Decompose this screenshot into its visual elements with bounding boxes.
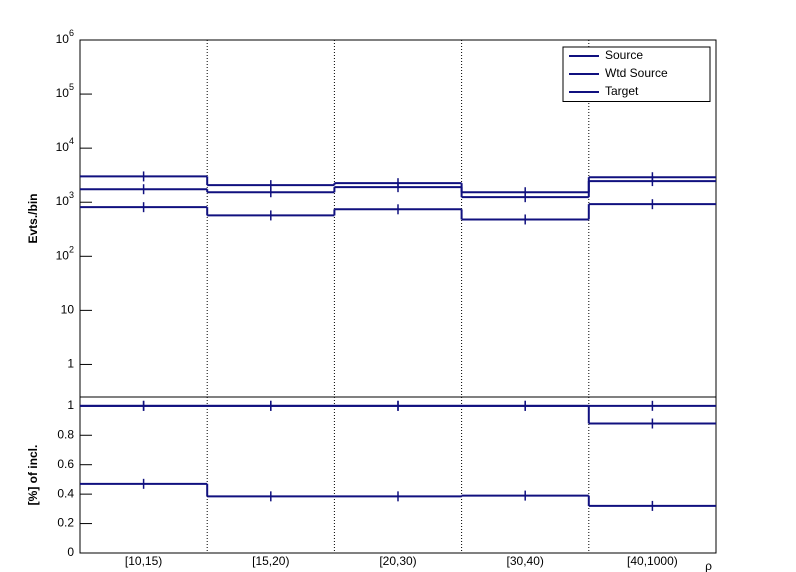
legend-label: Target — [605, 84, 639, 98]
y-tick-label: 104 — [56, 137, 74, 155]
y-tick-label: 103 — [56, 191, 74, 209]
y-tick-label: 105 — [56, 82, 74, 100]
y-tick-label: 0.8 — [57, 427, 74, 441]
y-tick-label: 106 — [56, 28, 74, 46]
y-tick-label: 102 — [56, 245, 74, 263]
y-tick-label: 1 — [67, 398, 74, 412]
y-tick-label: 0.2 — [57, 516, 74, 530]
x-tick-label: [20,30) — [379, 554, 416, 568]
x-tick-label: [10,15) — [125, 554, 162, 568]
y-axis-label: [%] of incl. — [26, 445, 40, 506]
y-tick-label: 0 — [67, 545, 74, 559]
legend-label: Wtd Source — [605, 66, 668, 80]
legend-label: Source — [605, 48, 643, 62]
y-tick-label: 0.6 — [57, 457, 74, 471]
y-tick-label: 1 — [67, 357, 74, 371]
x-tick-label: [40,1000) — [627, 554, 678, 568]
y-axis-label: Evts./bin — [26, 193, 40, 243]
x-axis-label: ρ — [705, 559, 712, 572]
y-tick-label: 10 — [61, 303, 75, 317]
x-tick-label: [15,20) — [252, 554, 289, 568]
plot-frame — [79, 396, 717, 554]
y-tick-label: 0.4 — [57, 486, 74, 500]
x-tick-label: [30,40) — [507, 554, 544, 568]
